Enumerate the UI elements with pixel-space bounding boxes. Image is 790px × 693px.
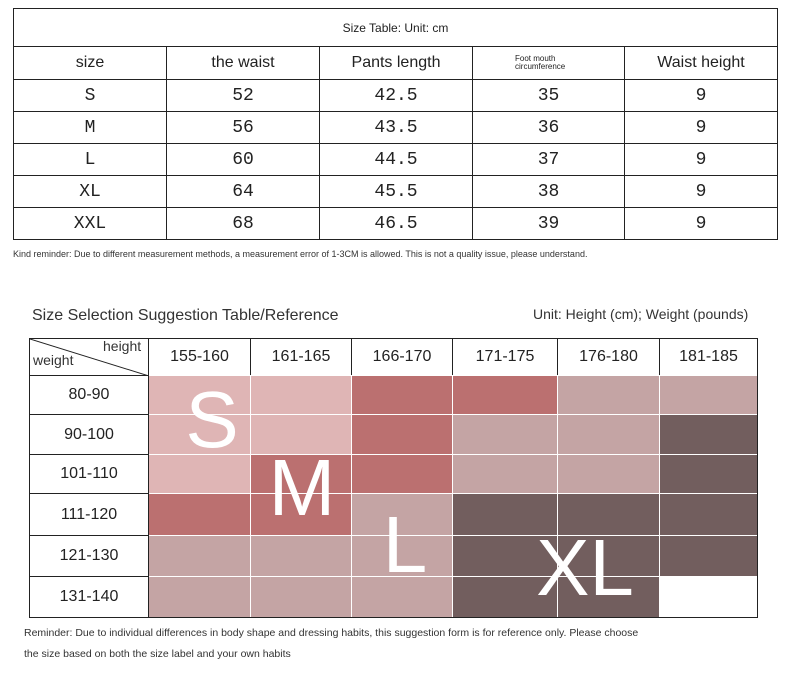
table-cell: 36 (472, 111, 625, 144)
table-cell: 9 (624, 143, 778, 176)
column-header: 155-160 (148, 338, 251, 376)
table-cell: XL (13, 175, 167, 208)
table-cell: 56 (166, 111, 320, 144)
column-header: the waist (166, 46, 320, 80)
unit-note: Unit: Height (cm); Weight (pounds) (533, 306, 749, 322)
table-cell: 64 (166, 175, 320, 208)
table-cell: M (13, 111, 167, 144)
column-header: 166-170 (351, 338, 453, 376)
diagonal (30, 339, 149, 376)
table-cell: 35 (472, 79, 625, 112)
table-cell: 37 (472, 143, 625, 176)
size-cell (557, 576, 660, 618)
size-cell (148, 375, 251, 415)
size-cell (659, 576, 758, 618)
table-cell: 9 (624, 79, 778, 112)
size-label: M (268, 443, 336, 532)
table-title: Size Table: Unit: cm (13, 8, 778, 47)
table-cell: 44.5 (319, 143, 473, 176)
size-label: L (382, 500, 428, 589)
table-cell: 52 (166, 79, 320, 112)
size-cell (250, 493, 352, 536)
corner-label: weight (33, 352, 74, 368)
size-label: S (185, 375, 239, 464)
table-cell: 9 (624, 175, 778, 208)
size-cell (351, 493, 453, 536)
table-frame (148, 375, 758, 618)
table-cell: 9 (624, 207, 778, 240)
size-cell (452, 375, 558, 415)
size-cell (148, 576, 251, 618)
reminder: the size based on both the size label an… (24, 648, 291, 660)
table-cell: 43.5 (319, 111, 473, 144)
table-cell: 45.5 (319, 175, 473, 208)
column-header: size (13, 46, 167, 80)
table-cell: 60 (166, 143, 320, 176)
corner-label: height (103, 338, 142, 354)
column-header: Waist height (624, 46, 778, 80)
row-header: 80-90 (29, 375, 149, 415)
size-cell (148, 414, 251, 455)
size-cell (659, 375, 758, 415)
table-cell: 9 (624, 111, 778, 144)
table-cell: 68 (166, 207, 320, 240)
table-cell: 38 (472, 175, 625, 208)
row-header: 111-120 (29, 493, 149, 536)
table-cell: XXL (13, 207, 167, 240)
table-cell: L (13, 143, 167, 176)
column-header: Pants length (319, 46, 473, 80)
size-cell (250, 454, 352, 494)
table-cell: 42.5 (319, 79, 473, 112)
size-cell (659, 493, 758, 536)
size-cell (351, 535, 453, 577)
column-header: Foot mouth circumference (472, 46, 625, 80)
size-cell (452, 493, 558, 536)
table-cell: S (13, 79, 167, 112)
size-cell (351, 454, 453, 494)
size-cell (452, 576, 558, 618)
row-header: 101-110 (29, 454, 149, 494)
size-cell (557, 454, 660, 494)
size-cell (148, 535, 251, 577)
column-header: 171-175 (452, 338, 558, 376)
row-header: 131-140 (29, 576, 149, 618)
size-cell (557, 535, 660, 577)
column-header: 181-185 (659, 338, 758, 376)
reminder: Kind reminder: Due to different measurem… (13, 249, 588, 259)
size-label: XL (536, 523, 634, 612)
column-header: 176-180 (557, 338, 660, 376)
row-header: 121-130 (29, 535, 149, 577)
table-title: Size Selection Suggestion Table/Referenc… (32, 307, 339, 324)
table-cell: 39 (472, 207, 625, 240)
table-cell: 46.5 (319, 207, 473, 240)
column-header: 161-165 (250, 338, 352, 376)
reminder: Reminder: Due to individual differences … (24, 627, 639, 639)
size-cell (351, 375, 453, 415)
row-header: 90-100 (29, 414, 149, 455)
size-cell (659, 454, 758, 494)
